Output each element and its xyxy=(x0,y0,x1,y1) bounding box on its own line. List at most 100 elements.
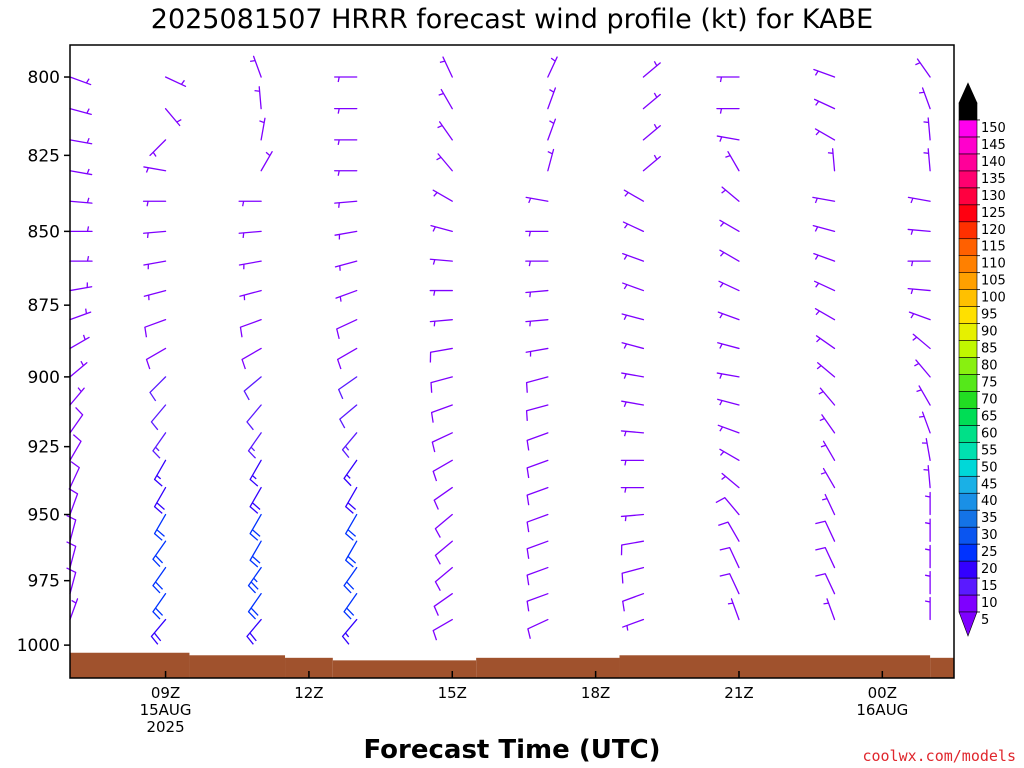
wind-barb xyxy=(337,347,358,370)
x-tick-label: 21Z xyxy=(724,684,753,702)
wind-barb xyxy=(439,56,453,78)
colorbar-swatch xyxy=(958,102,978,121)
wind-barb xyxy=(69,197,93,204)
y-tick-label: 800 xyxy=(28,68,60,88)
wind-barb xyxy=(816,362,836,378)
wind-barb xyxy=(143,230,167,239)
colorbar-swatch xyxy=(958,509,978,528)
wind-barb xyxy=(908,311,931,321)
wind-barb xyxy=(717,398,740,406)
colorbar-swatch xyxy=(958,238,978,257)
y-tick-label: 925 xyxy=(28,438,60,458)
wind-barb xyxy=(343,593,358,620)
wind-barb xyxy=(144,319,167,338)
colorbar-label: 60 xyxy=(981,426,998,441)
wind-barb xyxy=(823,598,836,621)
x-tick-label: 18Z xyxy=(581,684,610,702)
wind-barb xyxy=(152,566,167,594)
wind-barb xyxy=(623,189,645,202)
wind-barb xyxy=(336,319,358,340)
wind-barb xyxy=(249,459,262,487)
wind-barb xyxy=(915,58,931,78)
surface-segment xyxy=(332,660,477,678)
wind-barb xyxy=(924,491,931,516)
wind-barb xyxy=(642,60,661,78)
wind-barb xyxy=(620,513,645,522)
wind-barb xyxy=(715,497,740,516)
wind-barbs xyxy=(66,55,931,645)
wind-barb xyxy=(525,230,549,237)
wind-barb xyxy=(525,404,549,421)
wind-barb xyxy=(622,593,645,612)
colorbar-swatch xyxy=(958,357,978,375)
wind-barb xyxy=(430,376,453,393)
wind-barb xyxy=(820,440,836,462)
colorbar-swatch xyxy=(958,391,978,409)
wind-barb xyxy=(716,372,740,379)
wind-barb xyxy=(238,260,262,270)
wind-barb xyxy=(547,87,557,110)
wind-barb xyxy=(241,347,262,370)
colorbar-swatch xyxy=(958,594,978,613)
x-tick-label: 16AUG xyxy=(856,701,908,719)
wind-barb xyxy=(621,566,645,584)
wind-barb xyxy=(621,313,645,321)
wind-barb xyxy=(818,387,836,406)
wind-barb xyxy=(430,404,453,423)
wind-barb xyxy=(907,228,931,235)
wind-barb xyxy=(815,335,836,350)
wind-barb xyxy=(526,566,549,586)
colorbar-label: 10 xyxy=(981,596,998,611)
wind-barb xyxy=(813,252,836,262)
colorbar-label: 115 xyxy=(981,240,1006,255)
y-tick-label: 900 xyxy=(28,368,60,388)
wind-barb xyxy=(335,289,358,302)
wind-barb xyxy=(438,88,453,110)
wind-barb xyxy=(812,225,836,233)
wind-barb xyxy=(434,566,453,591)
surface-segment xyxy=(70,652,190,678)
wind-barb xyxy=(921,438,931,462)
wind-barb xyxy=(907,196,931,204)
colorbar-swatch xyxy=(958,153,978,172)
wind-barb xyxy=(526,513,549,533)
wind-barb xyxy=(547,118,557,141)
wind-barb xyxy=(247,432,262,459)
surface-segment xyxy=(285,657,333,678)
wind-barb xyxy=(153,486,167,514)
wind-barb xyxy=(716,135,740,142)
wind-barb xyxy=(620,486,645,493)
colorbar-label: 30 xyxy=(981,528,998,543)
wind-barb xyxy=(429,319,453,327)
colorbar-label: 20 xyxy=(981,562,998,577)
wind-barb xyxy=(525,376,549,393)
colorbar-label: 120 xyxy=(981,223,1006,238)
wind-barb xyxy=(620,459,645,466)
x-tick-label: 12Z xyxy=(294,684,323,702)
y-axis: 800 825 850 875 900 925 950 975 1000 xyxy=(17,68,70,656)
colorbar-swatch xyxy=(958,306,978,324)
wind-barb xyxy=(238,200,262,207)
wind-barb xyxy=(721,472,740,489)
wind-barb xyxy=(243,376,262,401)
wind-barb xyxy=(429,347,453,363)
wind-barb xyxy=(430,225,453,233)
wind-barb xyxy=(433,486,453,510)
wind-barb xyxy=(431,432,453,453)
wind-barb xyxy=(432,459,453,482)
wind-barb xyxy=(429,258,453,265)
colorbar-swatch xyxy=(958,492,978,511)
wind-barb xyxy=(69,406,84,434)
wind-barb xyxy=(719,448,740,462)
y-tick-label: 850 xyxy=(28,222,60,242)
wind-barb xyxy=(334,230,358,240)
colorbar-label: 15 xyxy=(981,579,998,594)
wind-barb xyxy=(526,432,549,451)
wind-barb xyxy=(164,107,182,127)
wind-barb xyxy=(152,432,167,459)
wind-barb xyxy=(725,151,740,172)
wind-barb xyxy=(69,137,93,145)
wind-barb xyxy=(69,226,93,233)
wind-barb xyxy=(341,432,358,459)
